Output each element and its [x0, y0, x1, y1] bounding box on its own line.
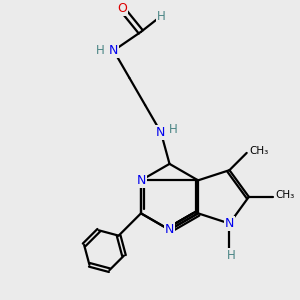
Text: H: H: [157, 10, 165, 23]
Text: N: N: [225, 217, 234, 230]
Text: H: H: [96, 44, 105, 57]
Text: O: O: [117, 2, 127, 16]
Text: N: N: [136, 174, 146, 187]
Text: N: N: [165, 223, 174, 236]
Text: H: H: [169, 123, 177, 136]
Text: H: H: [226, 249, 235, 262]
Text: N: N: [156, 126, 166, 139]
Text: CH₃: CH₃: [249, 146, 268, 157]
Text: N: N: [109, 44, 118, 57]
Text: CH₃: CH₃: [275, 190, 295, 200]
